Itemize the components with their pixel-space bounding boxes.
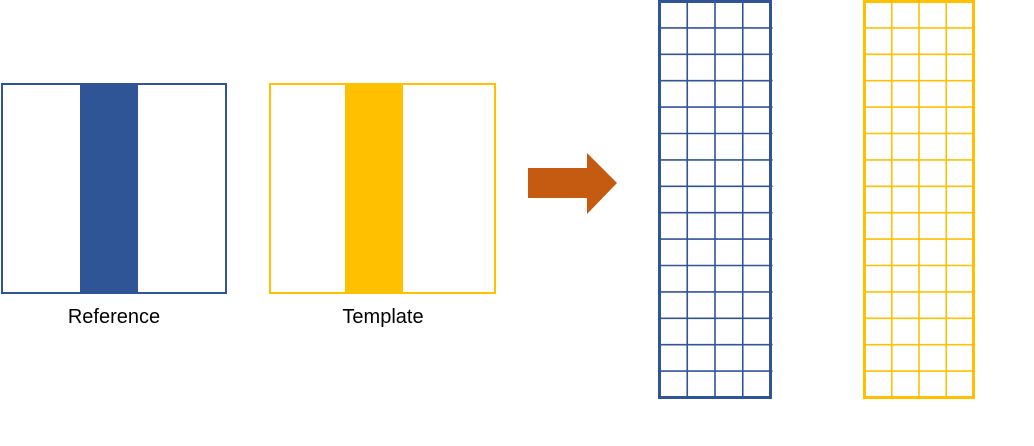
template-image	[269, 83, 496, 294]
template-grid	[863, 0, 975, 399]
transform-arrow	[528, 153, 617, 214]
reference-stripe	[80, 85, 138, 292]
reference-grid	[658, 0, 773, 399]
template-stripe	[345, 85, 403, 292]
template-label: Template	[342, 306, 424, 328]
reference-label: Reference	[67, 306, 161, 328]
reference-image	[1, 83, 227, 294]
